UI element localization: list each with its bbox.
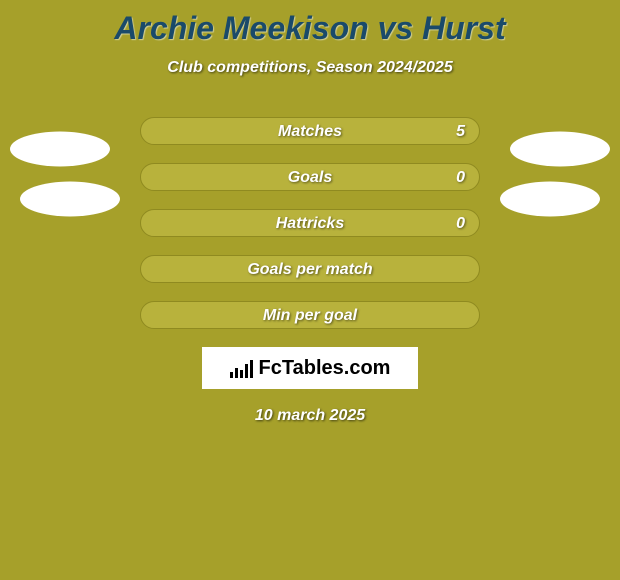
decor-ellipse [20, 182, 120, 217]
stat-label: Goals per match [141, 256, 479, 283]
stat-row: Goals per match [140, 255, 480, 283]
chart-icon [230, 358, 255, 378]
footer-date: 10 march 2025 [0, 407, 620, 425]
stat-label: Goals [141, 164, 479, 191]
stat-label: Min per goal [141, 302, 479, 329]
decor-ellipse [500, 182, 600, 217]
decor-ellipse [10, 132, 110, 167]
stat-row: Goals0 [140, 163, 480, 191]
stat-value: 0 [456, 164, 465, 191]
branding-text: FcTables.com [259, 357, 391, 380]
stat-value: 5 [456, 118, 465, 145]
stats-area: Matches5Goals0Hattricks0Goals per matchM… [0, 117, 620, 329]
subtitle: Club competitions, Season 2024/2025 [0, 59, 620, 77]
page-title: Archie Meekison vs Hurst [0, 0, 620, 47]
branding: FcTables.com [230, 357, 391, 380]
stat-row: Matches5 [140, 117, 480, 145]
stat-label: Hattricks [141, 210, 479, 237]
stat-row: Hattricks0 [140, 209, 480, 237]
decor-ellipse [510, 132, 610, 167]
stat-label: Matches [141, 118, 479, 145]
branding-box: FcTables.com [202, 347, 418, 389]
stat-row: Min per goal [140, 301, 480, 329]
stat-value: 0 [456, 210, 465, 237]
comparison-card: Archie Meekison vs Hurst Club competitio… [0, 0, 620, 580]
